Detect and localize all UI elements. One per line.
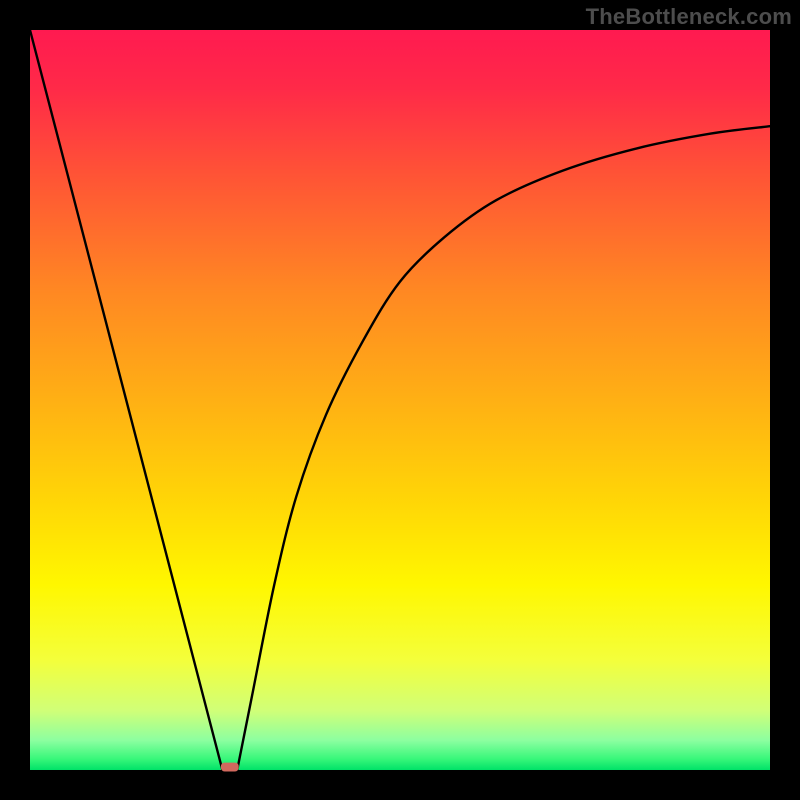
plot-background <box>30 30 770 770</box>
min-marker <box>221 763 239 772</box>
chart-svg <box>0 0 800 800</box>
chart-container: TheBottleneck.com <box>0 0 800 800</box>
watermark-text: TheBottleneck.com <box>586 4 792 30</box>
